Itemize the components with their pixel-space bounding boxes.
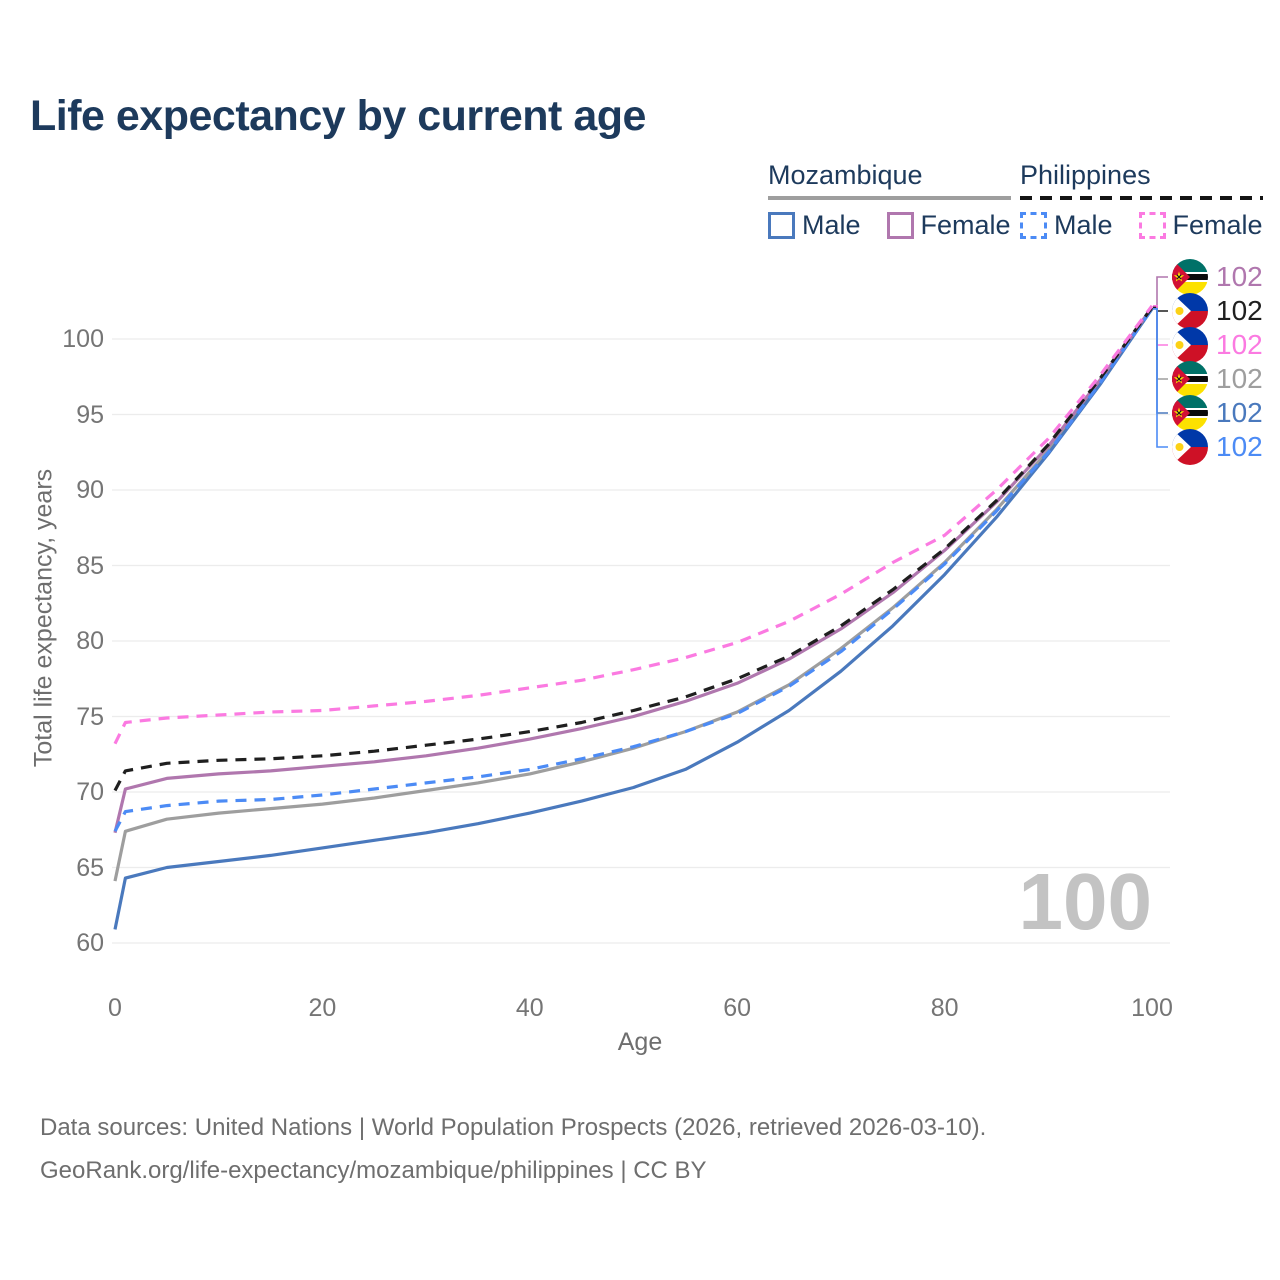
end-value-label: 102 — [1216, 329, 1263, 360]
x-tick-label-0: 0 — [108, 994, 122, 1022]
legend-item-philippines-male[interactable]: Male — [1020, 210, 1113, 241]
series-line-moz-both — [113, 307, 1154, 882]
end-label-row-moz-female: 102 — [1172, 259, 1263, 295]
legend-header-mozambique[interactable]: Mozambique — [768, 160, 1011, 200]
x-tick-label-80: 80 — [930, 994, 959, 1022]
legend-header-philippines-label: Philippines — [1020, 160, 1151, 190]
series-line-phl-both — [113, 306, 1154, 792]
legend-header-mozambique-label: Mozambique — [768, 160, 923, 190]
mozambique-flag-icon — [1172, 361, 1208, 397]
legend-item-label: Female — [920, 210, 1011, 240]
legend-item-label: Male — [802, 210, 861, 240]
mozambique-flag-icon — [1172, 395, 1208, 431]
page-title: Life expectancy by current age — [30, 92, 646, 140]
philippines-flag-icon — [1172, 327, 1208, 363]
x-tick-label-40: 40 — [515, 994, 544, 1022]
leader-line-moz-both — [1153, 308, 1168, 380]
legend-group-philippines: Philippines Male Female — [1020, 160, 1263, 241]
end-value-label: 102 — [1216, 261, 1263, 292]
footer-datasource: Data sources: United Nations | World Pop… — [40, 1114, 987, 1141]
philippines-flag-icon — [1172, 293, 1208, 329]
leader-line-phl-male — [1153, 308, 1168, 448]
y-tick-label-100: 100 — [62, 325, 104, 353]
watermark-age-100: 100 — [1018, 857, 1152, 946]
mozambique-solid-line-swatch — [768, 196, 1011, 200]
philippines-male-swatch-icon — [1020, 212, 1047, 239]
end-label-leader-lines — [1153, 276, 1168, 448]
end-label-row-moz-both: 102 — [1172, 361, 1263, 397]
x-axis-label: Age — [617, 1028, 663, 1056]
series-line-moz-male — [113, 307, 1154, 930]
end-label-row-phl-female: 102 — [1172, 327, 1263, 363]
x-tick-label-60: 60 — [723, 994, 752, 1022]
series-line-phl-male — [113, 307, 1154, 833]
end-label-row-phl-both: 102 — [1172, 293, 1263, 329]
end-label-row-moz-male: 102 — [1172, 395, 1263, 431]
gridlines — [112, 338, 1170, 944]
leader-line-moz-male — [1153, 308, 1168, 414]
legend-item-mozambique-female[interactable]: Female — [886, 210, 1011, 241]
y-axis-label: Total life expectancy, years — [29, 468, 58, 768]
y-tick-label-60: 60 — [76, 929, 104, 957]
x-tick-label-20: 20 — [308, 994, 337, 1022]
end-value-label: 102 — [1216, 295, 1263, 326]
y-tick-label-75: 75 — [76, 702, 104, 731]
footer-attribution: GeoRank.org/life-expectancy/mozambique/p… — [40, 1157, 707, 1184]
y-tick-label-90: 90 — [76, 476, 104, 504]
y-tick-label-65: 65 — [76, 853, 104, 882]
mozambique-male-swatch-icon — [768, 212, 795, 239]
y-tick-label-85: 85 — [76, 551, 104, 580]
y-tick-label-95: 95 — [76, 400, 104, 429]
y-tick-label-80: 80 — [76, 627, 104, 655]
legend-item-label: Female — [1172, 210, 1263, 240]
philippines-dashed-line-swatch — [1020, 196, 1263, 200]
legend-item-philippines-female[interactable]: Female — [1138, 210, 1263, 241]
leader-line-moz-female — [1153, 276, 1168, 309]
legend-header-philippines[interactable]: Philippines — [1020, 160, 1263, 200]
footer: Data sources: United Nations | World Pop… — [40, 1106, 986, 1192]
end-value-label: 102 — [1216, 397, 1263, 428]
legend-item-label: Male — [1054, 210, 1113, 240]
philippines-flag-icon — [1172, 429, 1208, 465]
x-tick-label-100: 100 — [1131, 994, 1173, 1022]
legend-item-mozambique-male[interactable]: Male — [768, 210, 861, 241]
y-tick-label-70: 70 — [76, 778, 104, 806]
mozambique-female-swatch-icon — [886, 212, 914, 239]
end-value-label: 102 — [1216, 363, 1263, 394]
philippines-female-swatch-icon — [1138, 212, 1166, 239]
series-line-moz-female — [113, 306, 1154, 834]
end-value-label: 102 — [1216, 431, 1263, 462]
end-label-row-phl-male: 102 — [1172, 429, 1263, 465]
series-line-phl-female — [113, 304, 1154, 745]
legend-group-mozambique: Mozambique Male Female — [768, 160, 1011, 241]
mozambique-flag-icon — [1172, 259, 1208, 295]
